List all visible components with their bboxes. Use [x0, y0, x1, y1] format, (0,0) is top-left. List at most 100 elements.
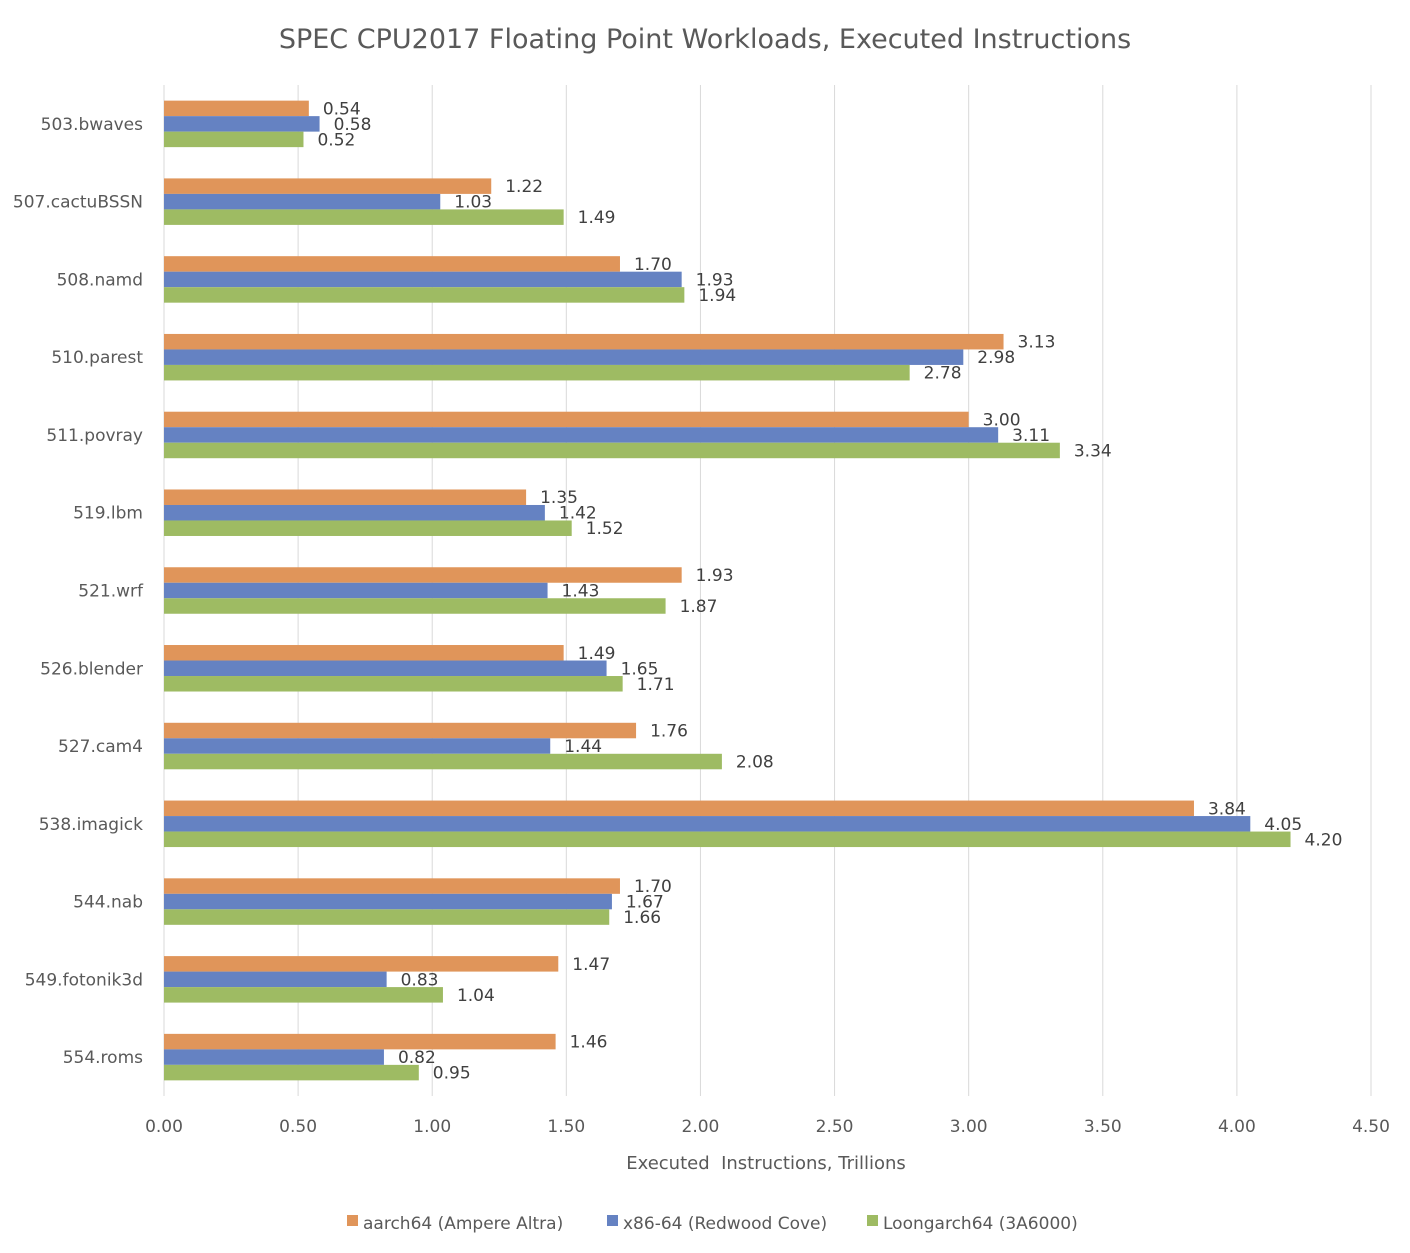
- x-tick-labels: 0.00 0.50 1.00 1.50 2.00 2.50 3.00 3.50 4.00 4.50: [145, 1117, 1390, 1137]
- bar: [164, 1064, 419, 1081]
- bars: [164, 100, 1291, 1081]
- x-tick-label: 4.50: [1352, 1117, 1390, 1137]
- category-label: 510.parest: [51, 348, 143, 368]
- category-label: 508.namd: [57, 270, 143, 290]
- bar: [164, 831, 1291, 848]
- data-label: 1.76: [650, 722, 688, 742]
- bar: [164, 504, 545, 521]
- data-label: 1.71: [637, 675, 675, 695]
- bar: [164, 333, 1004, 350]
- x-axis-title: Executed Instructions, Trillions: [626, 1153, 906, 1174]
- data-label: 1.03: [454, 193, 492, 213]
- bar: [164, 893, 612, 910]
- category-label: 549.fotonik3d: [25, 970, 143, 990]
- bar: [164, 131, 304, 148]
- category-label: 544.nab: [73, 893, 143, 913]
- data-label: 4.05: [1264, 815, 1302, 835]
- legend-label: aarch64 (Ampere Altra): [363, 1214, 563, 1234]
- bar: [164, 209, 564, 225]
- category-label: 538.imagick: [39, 815, 143, 835]
- category-label: 554.roms: [63, 1048, 143, 1068]
- bar: [164, 427, 999, 443]
- category-label: 511.povray: [46, 426, 143, 446]
- category-label: 521.wrf: [78, 582, 144, 602]
- x-tick-label: 3.00: [950, 1117, 988, 1137]
- legend-swatch: [867, 1215, 878, 1226]
- bar: [164, 520, 572, 536]
- data-label: 1.43: [562, 582, 600, 602]
- data-label: 4.20: [1305, 830, 1343, 850]
- legend-swatch: [607, 1215, 618, 1226]
- data-label: 1.66: [623, 908, 661, 928]
- data-label: 3.13: [1018, 333, 1056, 353]
- data-labels: 0.540.580.521.221.031.491.701.931.943.13…: [317, 99, 1342, 1083]
- bar: [164, 987, 443, 1003]
- data-label: 1.44: [564, 737, 602, 757]
- bar: [164, 753, 722, 770]
- data-label: 1.42: [559, 504, 597, 524]
- data-label: 1.22: [505, 177, 543, 197]
- category-label: 526.blender: [40, 659, 143, 679]
- bar: [164, 178, 492, 194]
- data-label: 1.93: [696, 270, 734, 290]
- x-tick-label: 3.50: [1084, 1117, 1122, 1137]
- bar: [164, 489, 527, 505]
- category-label: 507.cactuBSSN: [13, 193, 143, 213]
- gridlines: [163, 85, 1372, 1096]
- bar: [164, 287, 685, 303]
- bar: [164, 660, 607, 677]
- data-label: 0.54: [323, 99, 361, 119]
- bar: [164, 193, 441, 210]
- category-labels: 503.bwaves 507.cactuBSSN 508.namd 510.pares…: [13, 115, 144, 1068]
- x-tick-label: 4.00: [1218, 1117, 1256, 1137]
- bar: [164, 567, 682, 583]
- data-label: 2.08: [736, 753, 774, 773]
- bar: [164, 878, 620, 894]
- data-label: 0.95: [433, 1064, 471, 1084]
- data-label: 1.65: [621, 659, 659, 679]
- x-tick-label: 2.50: [816, 1117, 854, 1137]
- x-tick-label: 0.00: [145, 1117, 183, 1137]
- legend-swatch: [347, 1215, 358, 1226]
- bar: [164, 816, 1251, 832]
- x-tick-label: 2.00: [682, 1117, 720, 1137]
- bar: [164, 676, 623, 692]
- category-label: 527.cam4: [58, 737, 143, 757]
- category-label: 519.lbm: [73, 504, 143, 524]
- data-label: 1.49: [578, 208, 616, 228]
- data-label: 0.58: [334, 115, 372, 135]
- data-label: 1.04: [457, 986, 495, 1006]
- bar: [164, 582, 548, 599]
- bar: [164, 442, 1060, 459]
- data-label: 1.93: [696, 566, 734, 586]
- data-label: 1.67: [626, 893, 664, 913]
- bar: [164, 1049, 384, 1065]
- data-label: 2.78: [924, 364, 962, 384]
- bar: [164, 271, 682, 288]
- data-label: 1.46: [570, 1033, 608, 1053]
- legend-label: x86-64 (Redwood Cove): [623, 1214, 827, 1234]
- data-label: 0.52: [317, 130, 355, 150]
- legend: aarch64 (Ampere Altra) x86-64 (Redwood Co…: [347, 1214, 1078, 1234]
- x-tick-label: 0.50: [279, 1117, 317, 1137]
- data-label: 1.35: [540, 488, 578, 508]
- category-label: 503.bwaves: [41, 115, 143, 135]
- data-label: 1.70: [634, 877, 672, 897]
- bar: [164, 645, 564, 661]
- data-label: 1.94: [698, 286, 736, 306]
- bar: [164, 800, 1194, 817]
- bar: [164, 598, 666, 614]
- bar: [164, 971, 387, 988]
- data-label: 1.70: [634, 255, 672, 275]
- data-label: 3.00: [983, 410, 1021, 430]
- data-label: 3.34: [1074, 441, 1112, 461]
- data-label: 0.83: [401, 970, 439, 990]
- bar: [164, 116, 320, 132]
- bar: [164, 909, 610, 925]
- x-tick-label: 1.00: [413, 1117, 451, 1137]
- x-tick-label: 1.50: [547, 1117, 585, 1137]
- data-label: 2.98: [977, 348, 1015, 368]
- bar: [164, 722, 637, 739]
